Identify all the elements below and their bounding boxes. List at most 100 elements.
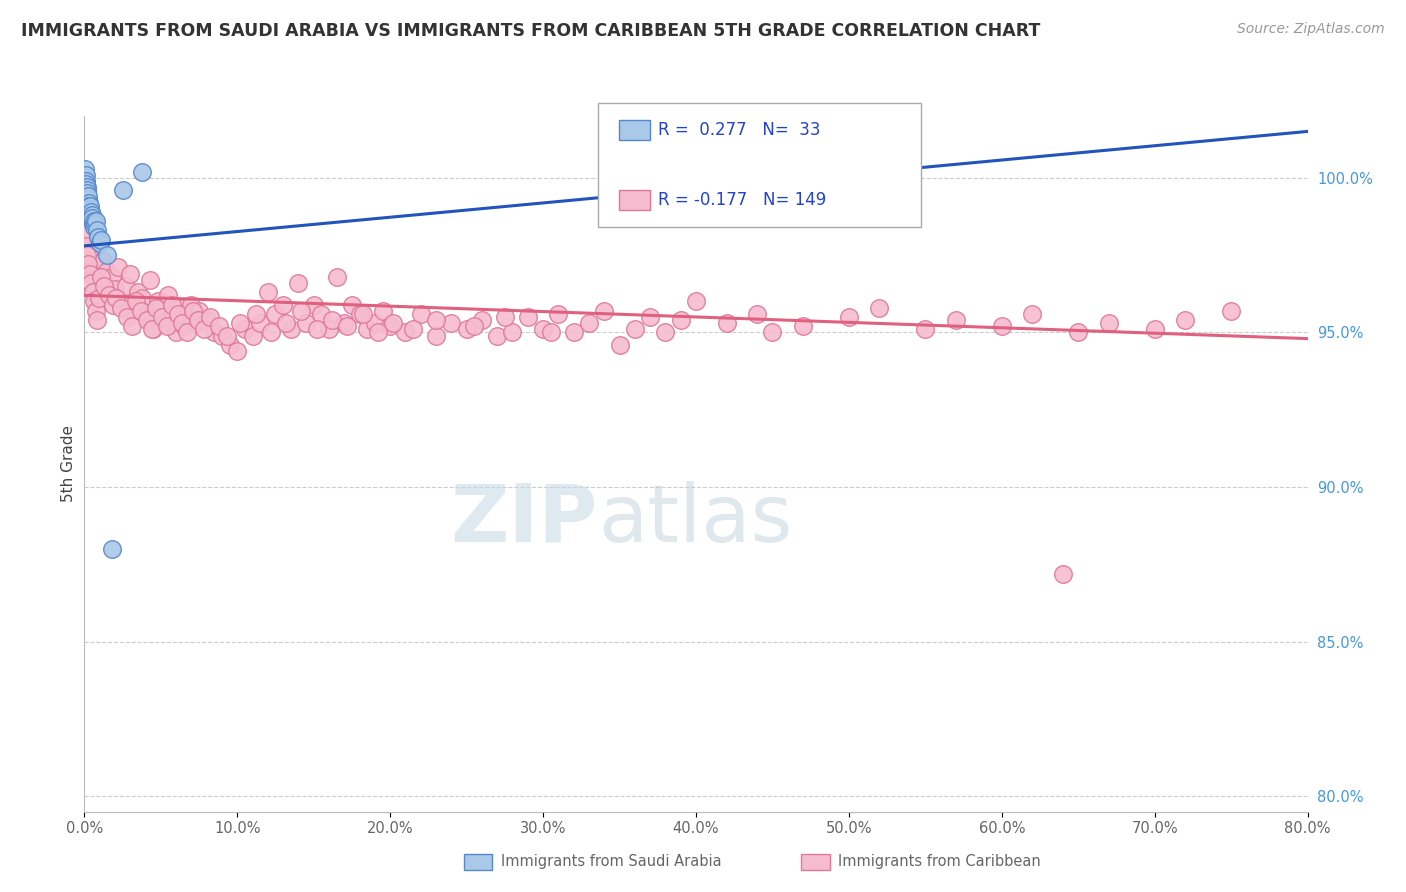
Point [547, 307, 569, 321]
Point [80, 276, 103, 290]
Point [87, 267, 110, 281]
Point [249, 316, 271, 330]
Point [349, 307, 371, 321]
Point [84, 214, 107, 228]
Point [609, 338, 631, 352]
Text: Immigrants from Saudi Arabia: Immigrants from Saudi Arabia [501, 855, 721, 869]
Point [945, 313, 967, 327]
Point [156, 319, 179, 334]
Point [77, 257, 100, 271]
Point [176, 326, 198, 340]
Text: IMMIGRANTS FROM SAUDI ARABIA VS IMMIGRANTS FROM CARIBBEAN 5TH GRADE CORRELATION : IMMIGRANTS FROM SAUDI ARABIA VS IMMIGRAN… [21, 22, 1040, 40]
Point [94, 282, 117, 296]
Point [276, 316, 298, 330]
Point [83, 294, 105, 309]
Point [838, 310, 860, 324]
Point [76, 193, 98, 207]
Point [145, 301, 167, 315]
Point [90, 269, 112, 284]
Point [101, 541, 124, 556]
Y-axis label: 5th Grade: 5th Grade [60, 425, 76, 502]
Text: atlas: atlas [598, 481, 793, 558]
Point [131, 292, 153, 306]
Point [193, 322, 215, 336]
Point [502, 326, 524, 340]
Point [135, 310, 157, 324]
Point [103, 297, 125, 311]
Point [540, 326, 562, 340]
Point [77, 199, 100, 213]
Point [287, 276, 309, 290]
Point [531, 322, 554, 336]
Point [215, 328, 238, 343]
Point [125, 294, 148, 309]
Point [654, 326, 676, 340]
Point [89, 273, 111, 287]
Point [685, 294, 707, 309]
Point [226, 343, 249, 358]
Point [162, 307, 184, 321]
Point [86, 279, 108, 293]
Point [104, 282, 127, 296]
Point [91, 254, 114, 268]
Point [638, 310, 661, 324]
Point [75, 227, 97, 241]
Point [75, 168, 97, 182]
Point [127, 285, 149, 300]
Point [87, 229, 110, 244]
Point [110, 301, 132, 315]
Text: Source: ZipAtlas.com: Source: ZipAtlas.com [1237, 22, 1385, 37]
Text: R = -0.177   N= 149: R = -0.177 N= 149 [658, 191, 827, 209]
Point [371, 303, 394, 318]
Point [318, 322, 340, 336]
Point [149, 301, 172, 315]
Point [333, 316, 356, 330]
Point [146, 294, 169, 309]
Point [245, 307, 267, 321]
Point [409, 307, 432, 321]
Point [115, 310, 138, 324]
Point [170, 301, 193, 315]
Point [280, 322, 302, 336]
Point [90, 233, 112, 247]
Point [82, 285, 104, 300]
Point [1021, 307, 1043, 321]
Point [75, 161, 97, 176]
Text: ZIP: ZIP [451, 481, 598, 558]
Point [80, 208, 103, 222]
Point [302, 297, 325, 311]
Point [97, 288, 120, 302]
Point [172, 316, 194, 330]
Point [83, 214, 105, 228]
Point [86, 313, 108, 327]
Point [76, 183, 98, 197]
Point [340, 297, 363, 311]
Point [75, 174, 97, 188]
Point [494, 310, 516, 324]
Point [136, 313, 159, 327]
Point [624, 322, 647, 336]
Point [186, 313, 208, 327]
Point [160, 297, 183, 311]
Point [271, 297, 294, 311]
Point [290, 303, 312, 318]
Point [80, 211, 103, 225]
Point [1067, 326, 1090, 340]
Point [77, 195, 100, 210]
Point [87, 292, 110, 306]
Point [111, 183, 134, 197]
Point [1098, 316, 1121, 330]
Point [101, 269, 124, 284]
Point [80, 214, 103, 228]
Point [257, 285, 280, 300]
Point [486, 328, 509, 343]
Point [716, 316, 738, 330]
Point [181, 303, 204, 318]
Point [1052, 566, 1074, 581]
Point [84, 260, 107, 275]
Text: R =  0.277   N=  33: R = 0.277 N= 33 [658, 121, 821, 139]
Point [264, 307, 287, 321]
Point [593, 303, 616, 318]
Point [380, 319, 402, 334]
Point [79, 257, 101, 271]
